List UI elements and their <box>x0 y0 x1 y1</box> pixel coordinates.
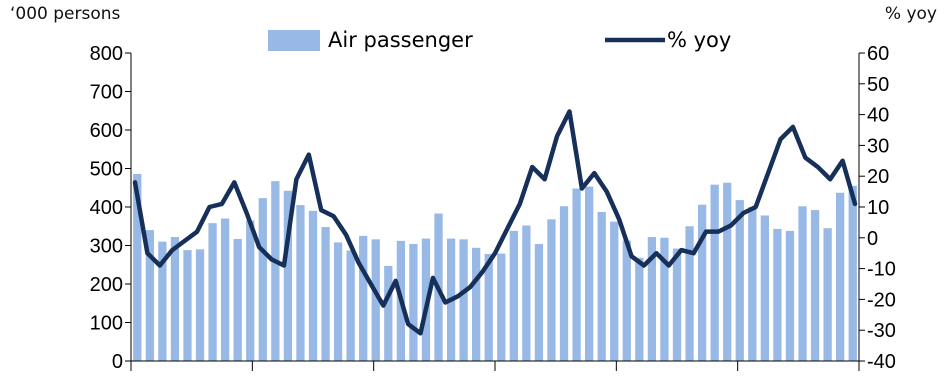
bar <box>497 253 506 361</box>
right-tick-label: -10 <box>867 259 896 281</box>
bar <box>585 186 594 361</box>
bar <box>798 206 807 361</box>
bar <box>246 220 255 361</box>
legend-bar-label: Air passenger <box>328 28 473 52</box>
bar <box>195 249 205 361</box>
bar <box>271 181 280 361</box>
left-tick-label: 800 <box>90 43 123 65</box>
left-tick-label: 600 <box>90 120 123 142</box>
bar <box>133 173 142 361</box>
bar <box>208 223 217 361</box>
right-tick-label: 50 <box>867 74 889 96</box>
legend-bar-swatch <box>268 30 320 51</box>
bar <box>509 230 518 361</box>
bar <box>572 188 581 361</box>
bar <box>384 265 393 361</box>
bar <box>685 226 694 361</box>
right-tick-label: -20 <box>867 289 896 311</box>
bar <box>145 230 154 361</box>
left-tick-label: 300 <box>90 236 123 258</box>
bar <box>848 185 857 361</box>
left-tick-label: 500 <box>90 159 123 181</box>
left-tick-label: 100 <box>90 313 123 335</box>
left-tick-label: 400 <box>90 197 123 219</box>
legend-line-label: % yoy <box>667 28 731 52</box>
bar <box>810 210 820 361</box>
bar <box>233 238 242 361</box>
bar <box>748 207 757 361</box>
bar <box>735 200 744 361</box>
line-series <box>132 109 858 336</box>
bar <box>170 237 180 361</box>
left-tick-label: 700 <box>90 82 123 104</box>
bar <box>773 228 782 361</box>
right-tick-label: 40 <box>867 105 889 127</box>
bar <box>597 212 606 361</box>
bar <box>283 190 293 361</box>
bar <box>760 215 769 361</box>
bar <box>321 227 330 361</box>
bar <box>221 218 230 361</box>
bar <box>610 221 619 361</box>
left-tick-label: 200 <box>90 274 123 296</box>
bar <box>672 248 682 361</box>
right-tick-label: 60 <box>867 43 889 65</box>
right-axis-unit-label: % yoy <box>884 4 937 24</box>
bar <box>346 250 355 361</box>
right-tick-label: 20 <box>867 166 889 188</box>
axes: 0 100 200 300 400 500 600 700 800 -40 -30 -20 -10 0 10… <box>90 43 896 373</box>
bar <box>484 253 493 361</box>
right-tick-label: 30 <box>867 135 889 157</box>
bar <box>333 242 343 361</box>
bar <box>359 235 368 362</box>
legend: Air passenger % yoy <box>268 28 731 52</box>
right-tick-label: -40 <box>867 351 896 373</box>
bar <box>635 257 644 361</box>
bar <box>371 239 380 361</box>
right-tick-label: 0 <box>867 228 878 250</box>
bar <box>697 204 707 361</box>
bar <box>660 237 669 361</box>
right-tick-label: -30 <box>867 320 896 342</box>
bar <box>158 241 167 361</box>
bar <box>559 206 569 361</box>
bar <box>472 247 481 361</box>
left-axis-unit-label: ‘000 persons <box>10 4 121 24</box>
bar <box>183 250 192 361</box>
right-tick-label: 10 <box>867 197 889 219</box>
bar <box>622 240 631 361</box>
bar <box>522 225 531 361</box>
bar <box>647 237 657 361</box>
bar <box>723 182 732 361</box>
bar <box>308 210 318 361</box>
bar <box>534 243 544 361</box>
bar <box>258 198 267 361</box>
left-tick-label: 0 <box>112 351 123 373</box>
bar <box>823 228 832 361</box>
yoy-line <box>132 109 858 336</box>
bar <box>785 230 795 361</box>
bar <box>296 205 305 361</box>
bar <box>836 192 845 361</box>
bar <box>409 243 418 361</box>
bar <box>710 184 719 361</box>
bar <box>459 239 468 361</box>
bar <box>547 219 556 361</box>
